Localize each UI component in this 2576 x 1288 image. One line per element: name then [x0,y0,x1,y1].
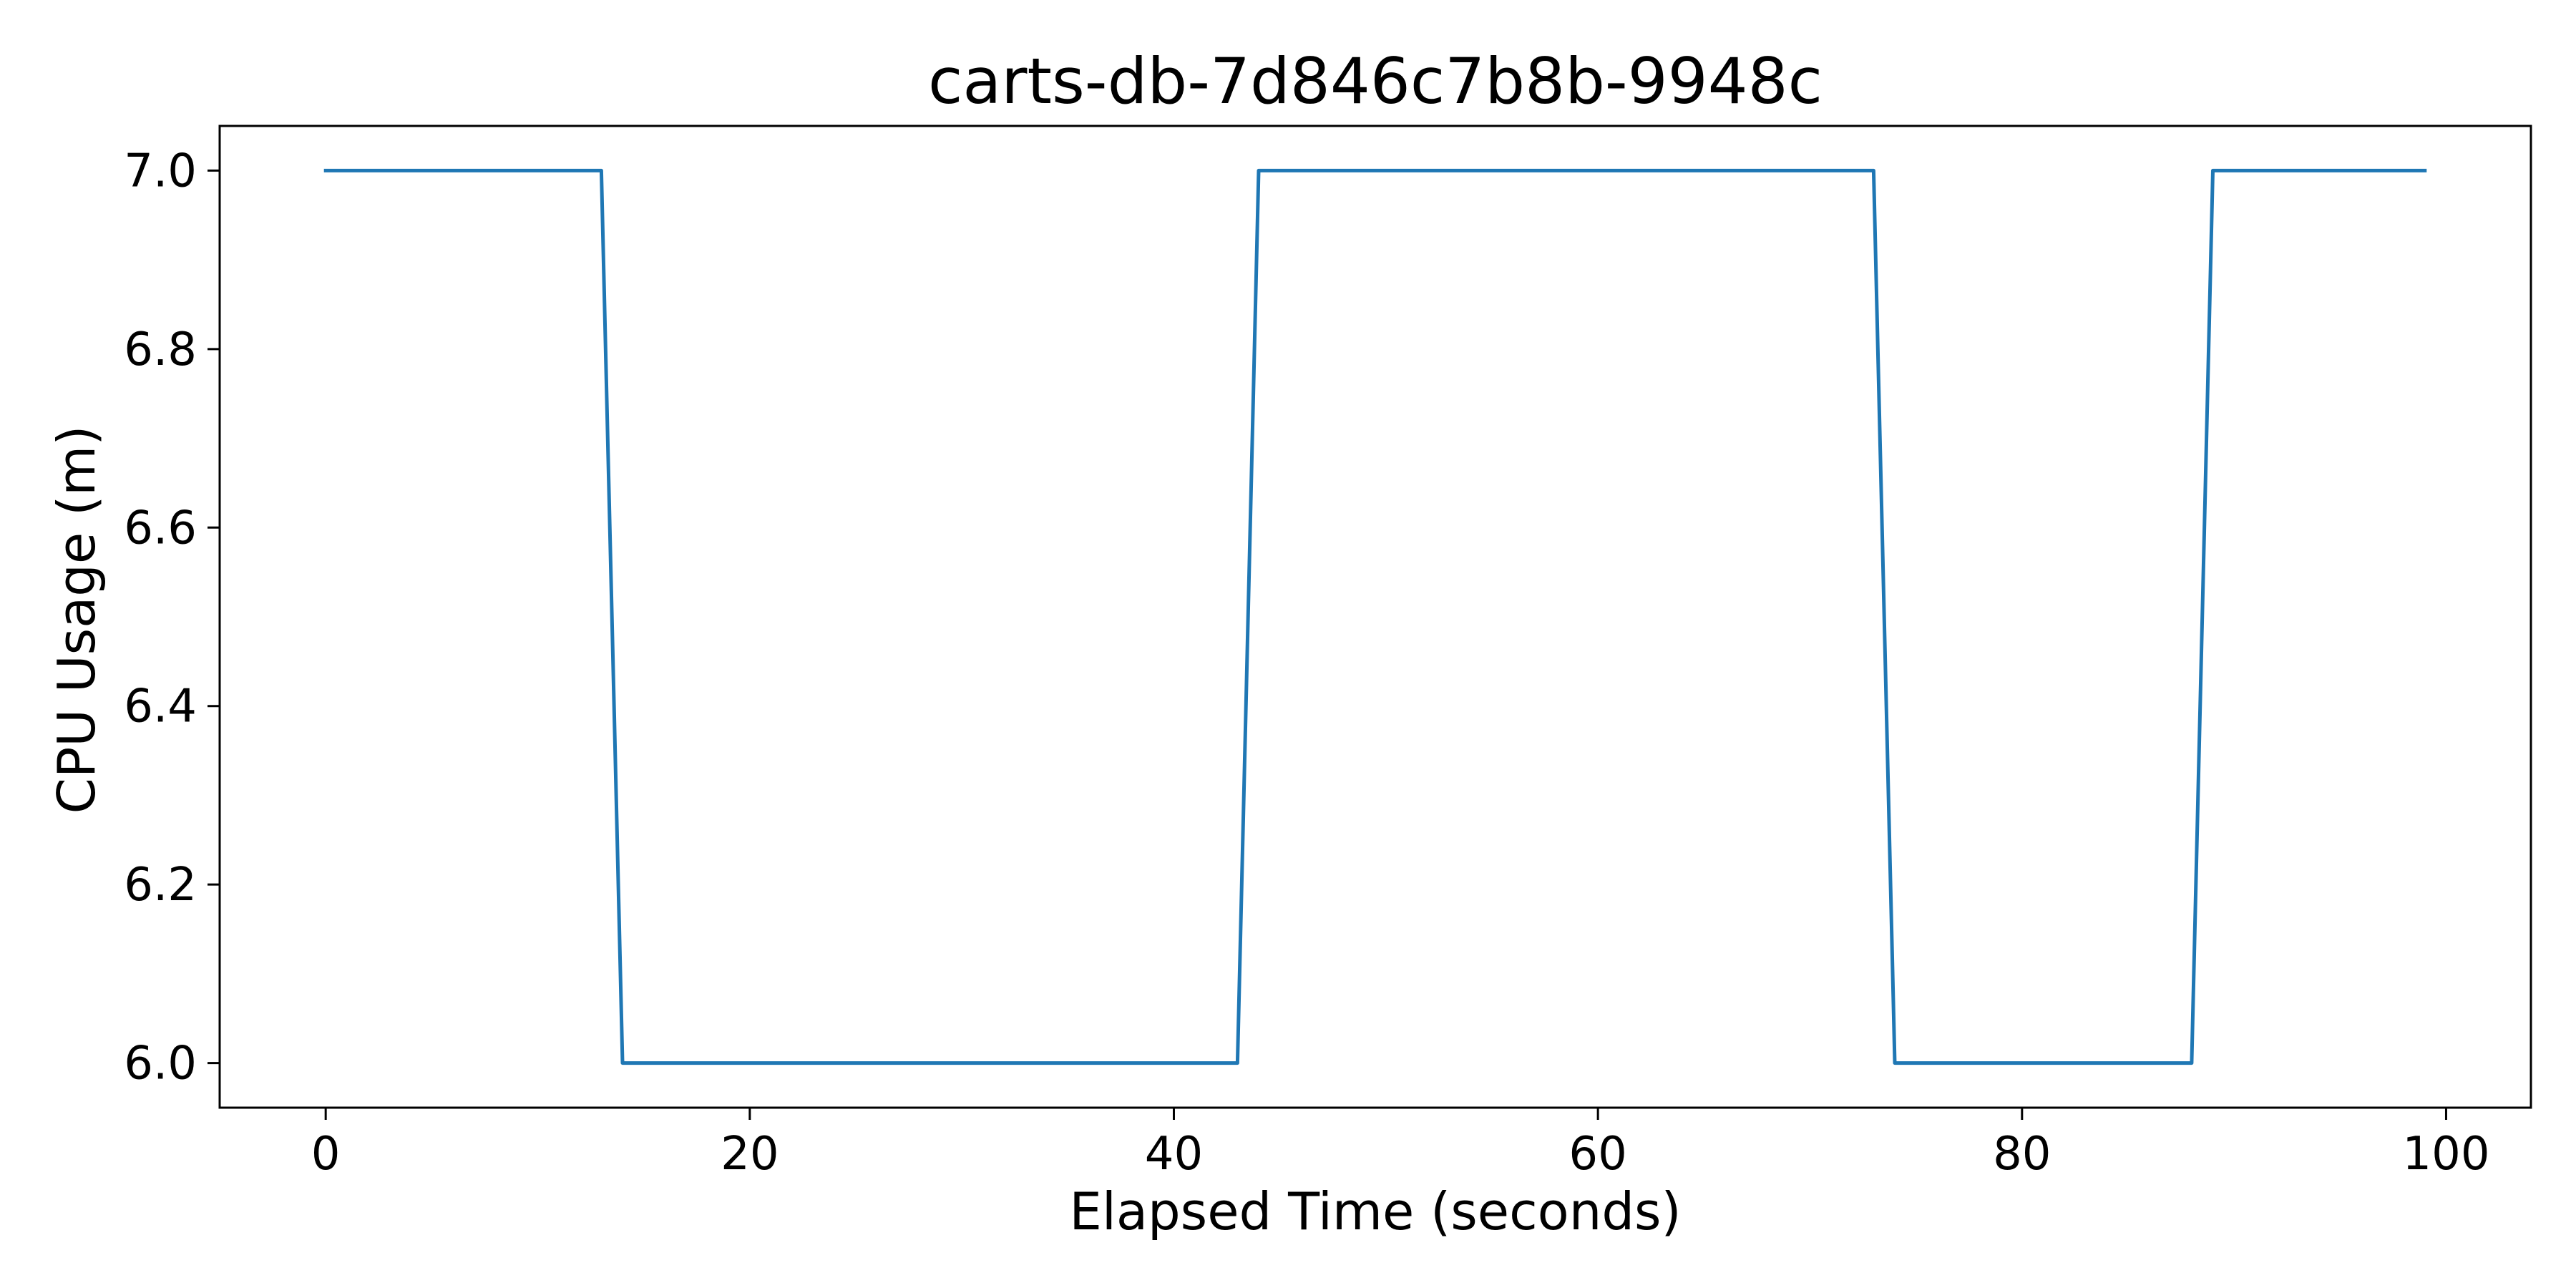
y-tick-label-0: 6.0 [124,1038,197,1091]
chart-title: carts-db-7d846c7b8b-9948c [928,44,1823,118]
y-tick-label-2: 6.4 [124,680,197,733]
y-tick-label-5: 7.0 [124,145,197,197]
x-tick-label-20: 20 [721,1128,779,1181]
x-tick-label-100: 100 [2402,1128,2489,1181]
x-tick-label-0: 0 [311,1128,341,1181]
plot-frame [218,125,2532,1109]
x-tick-label-40: 40 [1145,1128,1203,1181]
x-axis-label: Elapsed Time (seconds) [1069,1181,1681,1241]
series-line-0 [323,168,2427,1065]
x-tick-label-60: 60 [1568,1128,1626,1181]
y-tick-label-3: 6.6 [124,502,197,555]
x-tick-label-80: 80 [1993,1128,2051,1181]
y-tick-label-1: 6.2 [124,859,197,912]
y-axis-label: CPU Usage (m) [47,426,107,814]
plot-area: 0 20 40 60 80 100 6.0 6.2 6.4 6.6 6.8 7.0 [124,125,2532,1181]
y-tick-label-4: 6.8 [124,323,197,376]
